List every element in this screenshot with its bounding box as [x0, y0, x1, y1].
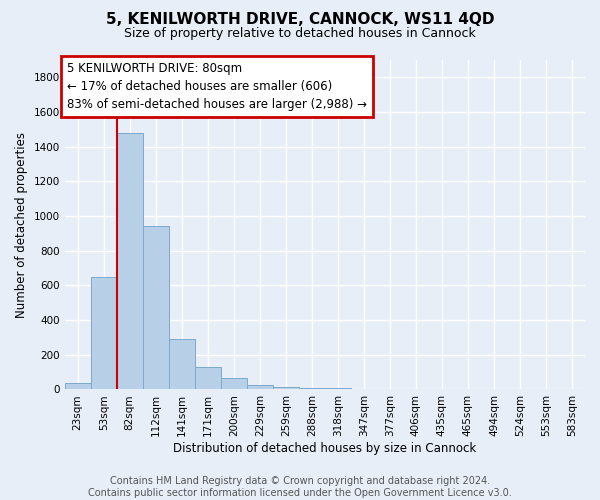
Bar — [247, 385, 273, 390]
Bar — [325, 388, 351, 390]
X-axis label: Distribution of detached houses by size in Cannock: Distribution of detached houses by size … — [173, 442, 476, 455]
Bar — [351, 388, 377, 390]
Bar — [117, 133, 143, 390]
Bar — [195, 367, 221, 390]
Text: Contains HM Land Registry data © Crown copyright and database right 2024.
Contai: Contains HM Land Registry data © Crown c… — [88, 476, 512, 498]
Y-axis label: Number of detached properties: Number of detached properties — [15, 132, 28, 318]
Text: 5 KENILWORTH DRIVE: 80sqm
← 17% of detached houses are smaller (606)
83% of semi: 5 KENILWORTH DRIVE: 80sqm ← 17% of detac… — [67, 62, 367, 110]
Bar — [169, 339, 195, 390]
Bar — [91, 276, 116, 390]
Bar — [65, 382, 91, 390]
Text: Size of property relative to detached houses in Cannock: Size of property relative to detached ho… — [124, 28, 476, 40]
Bar — [273, 387, 299, 390]
Bar — [143, 226, 169, 390]
Bar — [299, 388, 325, 390]
Text: 5, KENILWORTH DRIVE, CANNOCK, WS11 4QD: 5, KENILWORTH DRIVE, CANNOCK, WS11 4QD — [106, 12, 494, 28]
Bar — [221, 378, 247, 390]
Bar — [377, 389, 403, 390]
